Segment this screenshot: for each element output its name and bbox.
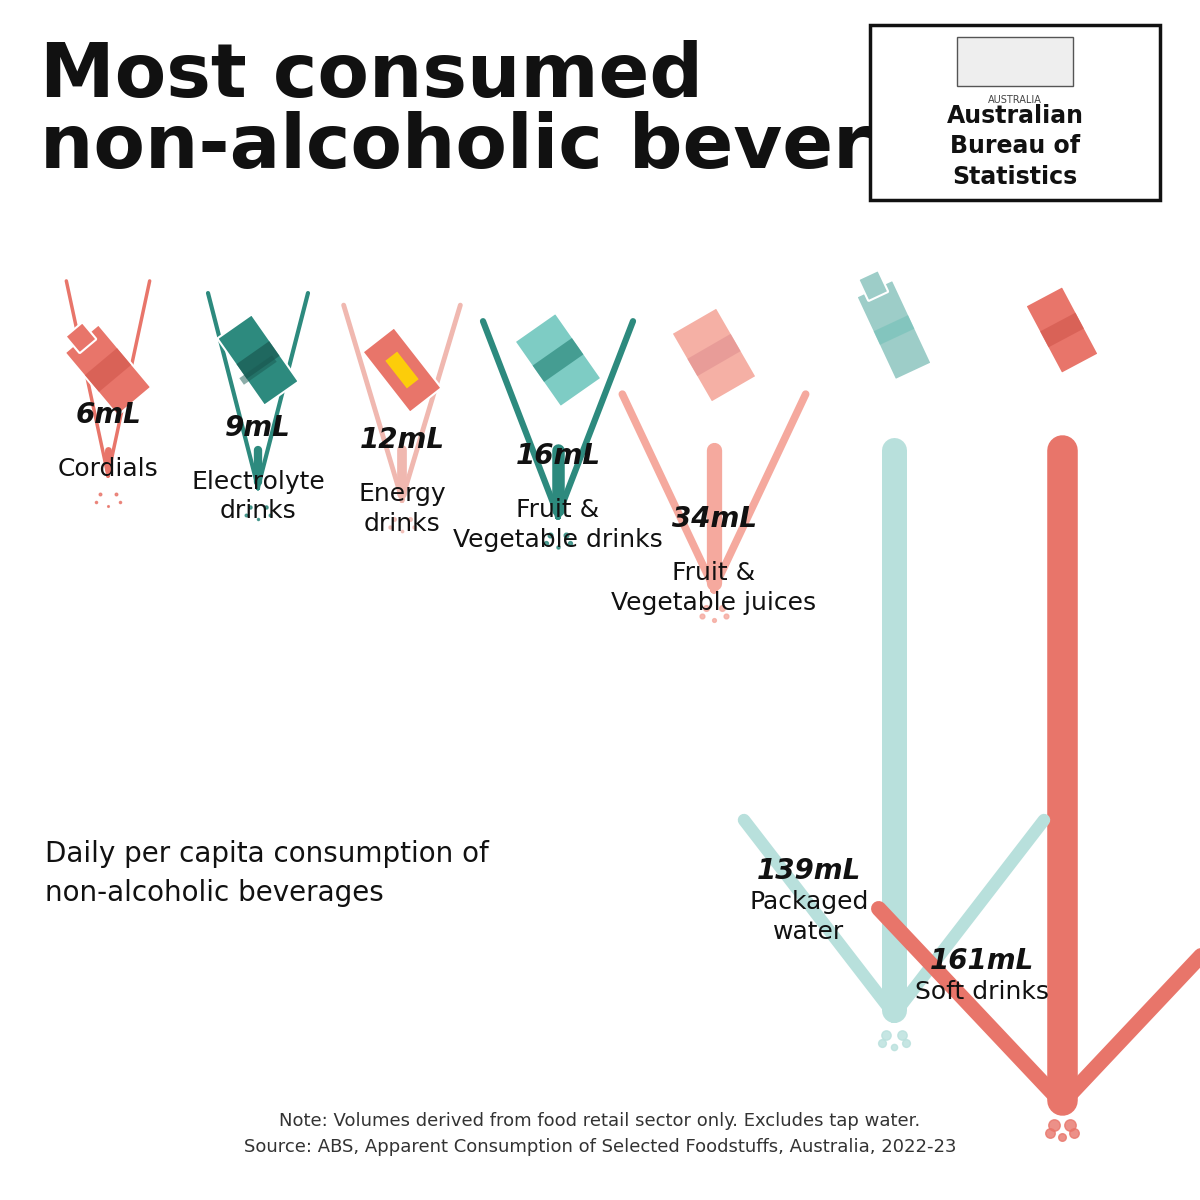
FancyBboxPatch shape bbox=[66, 323, 96, 353]
Bar bbox=[385, 352, 419, 389]
Text: Cordials: Cordials bbox=[58, 457, 158, 481]
Text: 16mL: 16mL bbox=[516, 442, 600, 470]
Text: non-alcoholic beverages: non-alcoholic beverages bbox=[40, 110, 1070, 184]
Text: Soft drinks: Soft drinks bbox=[916, 980, 1049, 1004]
Bar bbox=[239, 355, 277, 385]
Text: Energy
drinks: Energy drinks bbox=[358, 482, 446, 535]
Text: Most consumed: Most consumed bbox=[40, 40, 703, 113]
FancyBboxPatch shape bbox=[1026, 287, 1098, 373]
Bar bbox=[1040, 313, 1084, 347]
Text: Australian
Bureau of
Statistics: Australian Bureau of Statistics bbox=[947, 103, 1084, 190]
Bar bbox=[533, 338, 583, 382]
Text: Daily per capita consumption of
non-alcoholic beverages: Daily per capita consumption of non-alco… bbox=[46, 840, 488, 907]
FancyBboxPatch shape bbox=[870, 25, 1160, 200]
FancyBboxPatch shape bbox=[217, 314, 299, 406]
FancyBboxPatch shape bbox=[858, 270, 888, 301]
Bar bbox=[688, 334, 740, 376]
FancyBboxPatch shape bbox=[362, 328, 442, 413]
Text: 34mL: 34mL bbox=[672, 505, 756, 533]
Bar bbox=[236, 341, 280, 379]
Text: 139mL: 139mL bbox=[757, 858, 862, 886]
FancyBboxPatch shape bbox=[65, 325, 151, 415]
Text: 161mL: 161mL bbox=[930, 947, 1034, 974]
Text: 12mL: 12mL bbox=[360, 426, 444, 454]
Text: 6mL: 6mL bbox=[76, 402, 140, 430]
FancyBboxPatch shape bbox=[672, 307, 756, 402]
Text: Fruit &
Vegetable drinks: Fruit & Vegetable drinks bbox=[454, 498, 662, 552]
Text: Fruit &
Vegetable juices: Fruit & Vegetable juices bbox=[612, 562, 816, 616]
Text: Packaged
water: Packaged water bbox=[749, 890, 869, 944]
Text: 9mL: 9mL bbox=[226, 414, 290, 442]
Bar bbox=[874, 316, 914, 344]
FancyBboxPatch shape bbox=[857, 280, 931, 380]
FancyBboxPatch shape bbox=[515, 313, 601, 407]
Text: Note: Volumes derived from food retail sector only. Excludes tap water.: Note: Volumes derived from food retail s… bbox=[280, 1112, 920, 1130]
Text: Source: ABS, Apparent Consumption of Selected Foodstuffs, Australia, 2022-23: Source: ABS, Apparent Consumption of Sel… bbox=[244, 1138, 956, 1156]
FancyBboxPatch shape bbox=[958, 37, 1073, 86]
Text: Electrolyte
drinks: Electrolyte drinks bbox=[191, 469, 325, 523]
Bar bbox=[85, 348, 131, 392]
Text: AUSTRALIA: AUSTRALIA bbox=[988, 95, 1042, 104]
